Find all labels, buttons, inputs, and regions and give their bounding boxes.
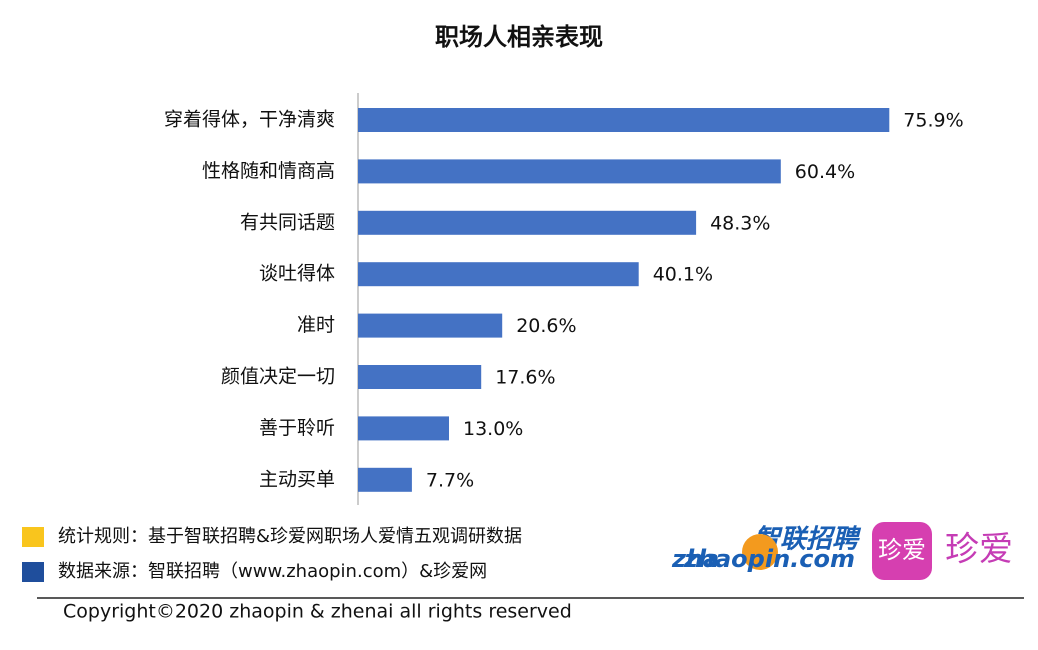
category-label: 谈吐得体 [259, 263, 335, 285]
category-label: 颜值决定一切 [221, 366, 335, 388]
value-label: 40.1% [653, 264, 713, 286]
zhaopin-logo: 智联招聘 zha zhaopin.com [671, 525, 862, 574]
note: 数据来源：智联招聘（www.zhaopin.com）&珍爱网 [58, 561, 487, 582]
bar [358, 262, 639, 287]
zhenai-icon [872, 522, 932, 580]
category-label: 有共同话题 [240, 211, 335, 233]
category-label: 性格随和情商高 [202, 160, 335, 182]
bar [358, 210, 697, 235]
category-label: 穿着得体，干净清爽 [164, 109, 335, 131]
value-label: 20.6% [516, 315, 576, 337]
value-label: 75.9% [903, 110, 963, 132]
logo-text: 珍爱 [878, 536, 926, 564]
category-label: 主动买单 [259, 468, 335, 490]
value-label: 17.6% [495, 367, 555, 389]
logo-text: zha [671, 545, 719, 573]
value-label: 7.7% [426, 469, 474, 491]
bar [358, 416, 449, 441]
legend-swatch [22, 527, 44, 547]
chart-title: 职场人相亲表现 [435, 23, 603, 51]
bar [358, 313, 503, 338]
logo-text: 珍爱 [945, 530, 1013, 570]
logo-text: zhaopin.com [683, 545, 855, 573]
logo-circle [742, 534, 778, 570]
bar [358, 467, 412, 492]
value-label: 48.3% [710, 212, 770, 234]
category-label: 准时 [297, 314, 335, 336]
category-label: 善于聆听 [259, 417, 335, 439]
copyright: Copyright©2020 zhaopin & zhenai all righ… [63, 601, 572, 623]
value-label: 60.4% [795, 161, 855, 183]
note: 统计规则：基于智联招聘&珍爱网职场人爱情五观调研数据 [58, 526, 522, 547]
bar [358, 365, 482, 389]
bar [358, 159, 781, 184]
bar [358, 108, 890, 132]
legend-swatch [22, 562, 44, 582]
value-label: 13.0% [463, 418, 523, 440]
